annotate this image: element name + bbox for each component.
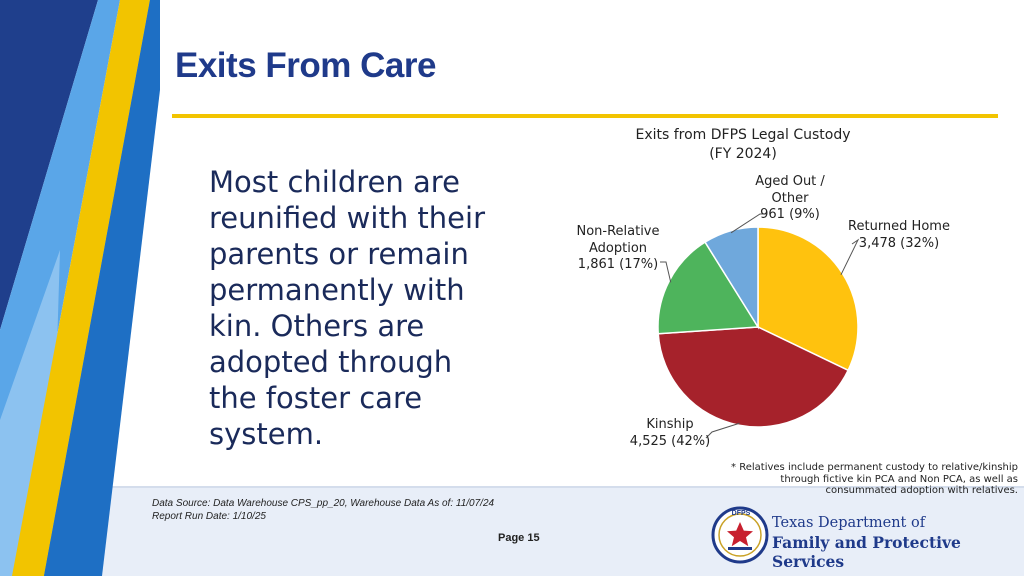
slice-label-value: 961 (9%) bbox=[760, 207, 820, 222]
bottom-band bbox=[0, 488, 1024, 576]
data-source: Data Source: Data Warehouse CPS_pp_20, W… bbox=[152, 497, 494, 523]
logo-agency-name: Family and Protective Services bbox=[772, 533, 961, 571]
body-line: reunified with their bbox=[209, 201, 485, 235]
slice-label-non-relative-adoption: Non-Relative Adoption 1,861 (17%) bbox=[568, 224, 668, 274]
slice-label-name: Adoption bbox=[588, 240, 648, 256]
page-number: Page 15 bbox=[498, 532, 540, 544]
stripe-blue-lower bbox=[44, 0, 160, 576]
slice-label-returned-home: Returned Home 3,478 (32%) bbox=[846, 219, 952, 252]
body-line: parents or remain bbox=[209, 237, 469, 271]
report-run-date: Report Run Date: 1/10/25 bbox=[152, 511, 266, 522]
slice-label-value: 3,478 (32%) bbox=[858, 235, 940, 251]
body-line: system. bbox=[209, 417, 324, 451]
title-divider bbox=[172, 114, 998, 118]
body-line: adopted through bbox=[209, 345, 453, 379]
page-title: Exits From Care bbox=[175, 46, 436, 85]
slice-label-name: Kinship bbox=[646, 417, 694, 432]
data-source-line: Data Source: Data Warehouse CPS_pp_20, W… bbox=[152, 498, 495, 509]
body-line: Most children are bbox=[209, 165, 460, 199]
dfps-seal-icon bbox=[711, 506, 769, 564]
slice-label-kinship: Kinship 4,525 (42%) bbox=[620, 417, 720, 450]
chart-title: Exits from DFPS Legal Custody (FY 2024) bbox=[608, 126, 878, 164]
body-text: Most children are reunified with their p… bbox=[209, 164, 519, 452]
slice-label-name: Non-Relative bbox=[576, 224, 660, 239]
footnote-line: * Relatives include permanent custody to… bbox=[731, 462, 1018, 473]
slice-label-name: Other bbox=[771, 190, 809, 206]
chart-title-line: (FY 2024) bbox=[709, 146, 777, 162]
body-line: the foster care bbox=[209, 381, 423, 415]
slice-label-value: 4,525 (42%) bbox=[629, 433, 711, 449]
stripe-gold bbox=[12, 0, 150, 576]
bottom-band-divider bbox=[0, 486, 1024, 488]
slice-label-value: 1,861 (17%) bbox=[577, 257, 659, 272]
footnote-line: consummated adoption with relatives. bbox=[825, 485, 1019, 496]
slice-label-name: Returned Home bbox=[848, 219, 950, 234]
logo-agency-line: Texas Department of bbox=[772, 515, 926, 531]
seal-text: DFPS bbox=[731, 510, 751, 517]
footnote: * Relatives include permanent custody to… bbox=[720, 462, 1018, 497]
slice-label-name: Aged Out / bbox=[755, 174, 825, 189]
chart-title-line: Exits from DFPS Legal Custody bbox=[635, 127, 851, 143]
footnote-line: through fictive kin PCA and Non PCA, as … bbox=[780, 473, 1018, 485]
slice-label-aged-out: Aged Out / Other 961 (9%) bbox=[740, 174, 840, 224]
body-line: kin. Others are bbox=[209, 309, 425, 343]
body-line: permanently with bbox=[209, 273, 465, 307]
